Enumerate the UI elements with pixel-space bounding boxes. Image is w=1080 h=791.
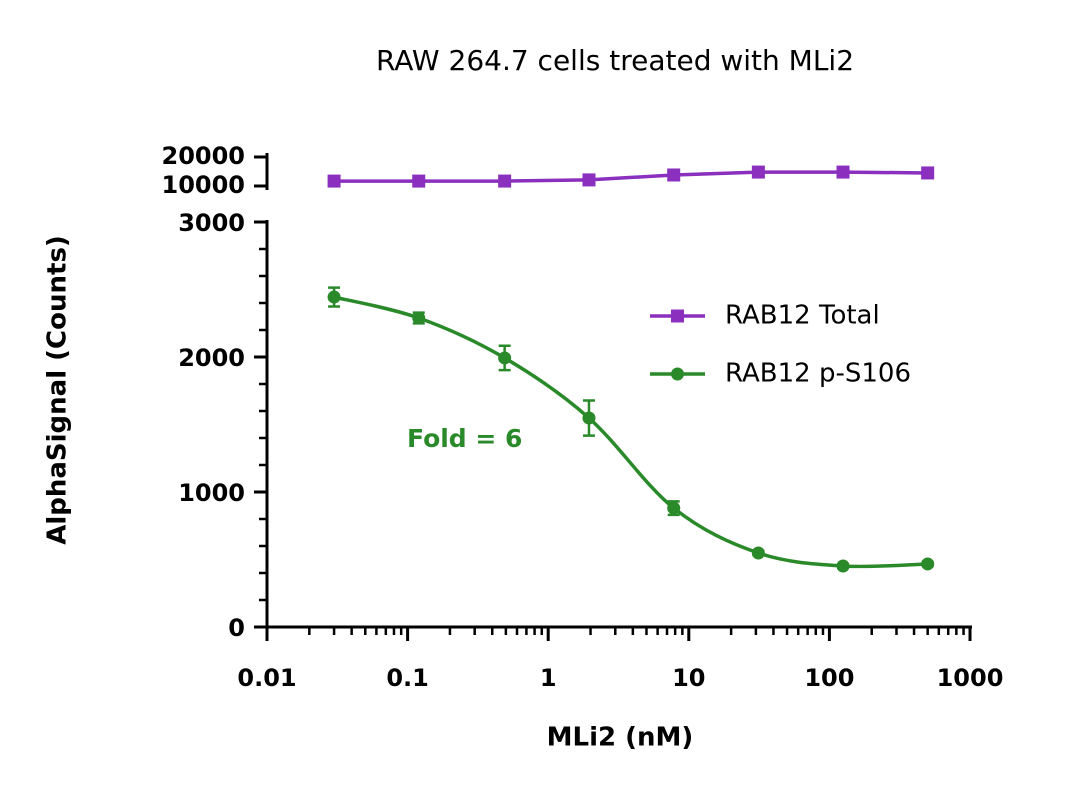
x-tick-label: 0.01	[237, 664, 296, 692]
marker	[836, 165, 850, 179]
marker	[751, 165, 765, 179]
chart-title: RAW 264.7 cells treated with MLi2	[376, 44, 854, 77]
marker	[498, 351, 512, 365]
marker	[412, 174, 426, 188]
series-line	[334, 170, 928, 183]
marker	[836, 559, 850, 573]
marker	[667, 168, 681, 182]
x-tick-label: 100	[804, 664, 854, 692]
legend-label: RAB12 Total	[725, 301, 880, 331]
marker	[498, 174, 512, 188]
y-tick-label: 20000	[162, 142, 246, 170]
marker	[921, 557, 935, 571]
x-tick-label: 1000	[937, 664, 1004, 692]
marker	[751, 546, 765, 560]
y-tick-label: 10000	[162, 171, 246, 199]
y-tick-label: 0	[228, 614, 245, 642]
marker	[327, 174, 341, 188]
axes	[265, 153, 972, 629]
y-tick-label: 1000	[178, 479, 245, 507]
y-tick-label: 2000	[178, 344, 245, 372]
marker	[667, 501, 681, 515]
marker	[921, 166, 935, 180]
annotation: Fold = 6	[407, 424, 522, 453]
x-tick-label: 1	[540, 664, 557, 692]
x-tick-label: 0.1	[386, 664, 429, 692]
y-tick-label: 3000	[178, 209, 245, 237]
x-tick-label: 10	[672, 664, 705, 692]
legend-label: RAB12 p-S106	[725, 359, 911, 389]
marker	[582, 173, 596, 187]
marker	[412, 311, 426, 325]
y-axis-label: AlphaSignal (Counts)	[43, 235, 73, 545]
series-line	[333, 295, 928, 569]
marker	[582, 411, 596, 425]
legend-marker	[671, 309, 684, 323]
legend-marker	[671, 367, 684, 381]
x-axis-label: MLi2 (nM)	[547, 723, 694, 753]
marker	[327, 290, 341, 304]
